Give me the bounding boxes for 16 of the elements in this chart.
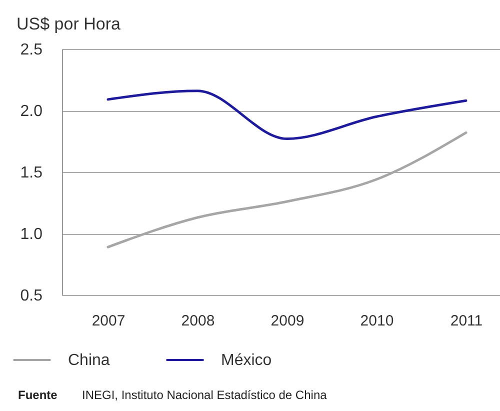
text: Fuente [18,388,58,402]
y-tick-label: 1.0 [20,226,43,243]
text: INEGI, Instituto Nacional Estadístico de China [82,388,328,402]
y-tick-label: 1.5 [20,164,43,182]
y-tick-label: 2.5 [20,42,43,58]
legend-label: China [68,352,110,369]
x-tick-label: 2011 [450,312,483,330]
x-tick-label: 2008 [181,312,215,330]
y-tick-label: 2.0 [20,103,43,120]
x-tick-label: 2009 [270,312,304,330]
y-tick-label: 0.5 [20,288,43,304]
line-series [106,90,468,140]
x-tick-label: 2007 [92,312,126,330]
y-axis-title: US$ por Hora [16,14,121,34]
legend-label: México [221,352,272,369]
x-tick-label: 2010 [360,312,394,330]
